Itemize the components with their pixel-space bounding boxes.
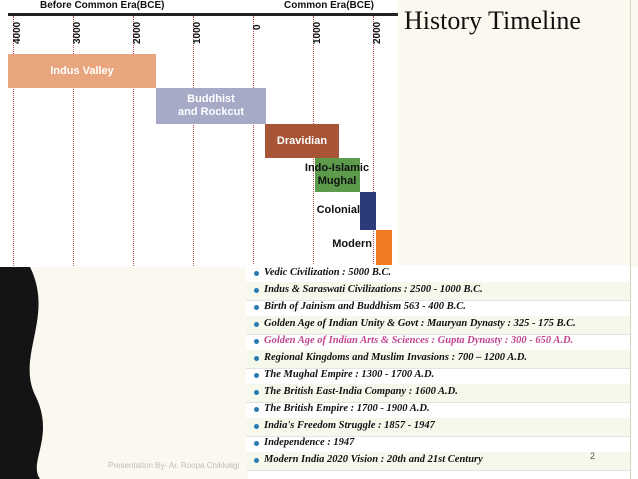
tick-label: 2000 — [132, 21, 143, 44]
bullet-icon — [254, 458, 259, 463]
event-text: Vedic Civilization : 5000 B.C. — [264, 267, 392, 278]
era-axis — [8, 0, 398, 16]
tick-label: 3000 — [72, 21, 83, 44]
event-text: The British East-India Company : 1600 A.… — [264, 386, 458, 397]
period-colonial-bar — [360, 192, 376, 230]
tick-line — [133, 16, 134, 266]
bullet-icon — [254, 356, 259, 361]
presenter-credit: Presentation By- Ar. Roopa Chikkalgi — [108, 461, 240, 470]
event-text: Golden Age of Indian Unity & Govt : Maur… — [264, 318, 576, 329]
tick-line — [73, 16, 74, 266]
tick-label: 0 — [252, 24, 263, 30]
tick-label: 4000 — [12, 21, 23, 44]
event-text: Indus & Saraswati Civilizations : 2500 -… — [264, 284, 483, 295]
bullet-icon — [254, 271, 259, 276]
history-timeline-chart: Before Common Era(BCE) Common Era(BCE) 4… — [0, 0, 398, 267]
tick-label: 1000 — [192, 21, 203, 44]
tick-label: 2000 — [372, 21, 383, 44]
tick-line — [373, 16, 374, 266]
bullet-icon — [254, 373, 259, 378]
bullet-icon — [254, 288, 259, 293]
period-label: Buddhist and Rockcut — [177, 93, 244, 118]
event-text: Modern India 2020 Vision : 20th and 21st… — [264, 454, 483, 465]
list-item: Indus & Saraswati Civilizations : 2500 -… — [246, 282, 630, 301]
bullet-icon — [254, 339, 259, 344]
period-colonial-label: Colonial — [316, 204, 360, 216]
event-list: Vedic Civilization : 5000 B.C. Indus & S… — [246, 265, 630, 471]
event-text: Regional Kingdoms and Muslim Invasions :… — [264, 352, 528, 363]
list-item: Regional Kingdoms and Muslim Invasions :… — [246, 350, 630, 369]
ce-label: Common Era(BCE) — [284, 0, 375, 11]
period-label: Indus Valley — [50, 64, 114, 77]
period-dravidian: Dravidian — [265, 124, 339, 158]
tick-line — [253, 16, 254, 266]
event-text: Independence : 1947 — [264, 437, 355, 448]
title-panel — [398, 0, 638, 267]
period-indus-valley: Indus Valley — [8, 54, 156, 88]
list-item: India's Freedom Struggle : 1857 - 1947 — [246, 418, 630, 437]
bullet-icon — [254, 441, 259, 446]
event-text: The Mughal Empire : 1300 - 1700 A.D. — [264, 369, 435, 380]
tick-line — [13, 16, 14, 266]
bullet-icon — [254, 305, 259, 310]
bullet-icon — [254, 424, 259, 429]
tick-label: 1000 — [312, 21, 323, 44]
event-text: The British Empire : 1700 - 1900 A.D. — [264, 403, 430, 414]
period-label: Dravidian — [276, 134, 328, 147]
decorative-wave — [29, 267, 248, 479]
list-item: Modern India 2020 Vision : 20th and 21st… — [246, 452, 630, 471]
event-text: India's Freedom Struggle : 1857 - 1947 — [264, 420, 435, 431]
period-indo-islamic-mughal-bar — [315, 158, 360, 192]
period-modern-label: Modern — [332, 238, 372, 250]
bce-label: Before Common Era(BCE) — [40, 0, 165, 11]
event-text: Birth of Jainism and Buddhism 563 - 400 … — [264, 301, 466, 312]
bullet-icon — [254, 390, 259, 395]
period-indo-islamic-mughal-label: Indo-Islamic Mughal — [304, 162, 370, 187]
list-item: The British East-India Company : 1600 A.… — [246, 384, 630, 403]
slide-title: History Timeline — [404, 6, 581, 35]
period-buddhist-rockcut: Buddhist and Rockcut — [156, 88, 266, 124]
list-item: Golden Age of Indian Unity & Govt : Maur… — [246, 316, 630, 335]
period-modern-bar — [376, 230, 392, 266]
tick-line — [193, 16, 194, 266]
slide-edge-rule — [630, 0, 631, 479]
bullet-icon — [254, 322, 259, 327]
bullet-icon — [254, 407, 259, 412]
page-number: 2 — [590, 451, 596, 461]
event-text-highlighted: Golden Age of Indian Arts & Sciences : G… — [264, 335, 574, 346]
